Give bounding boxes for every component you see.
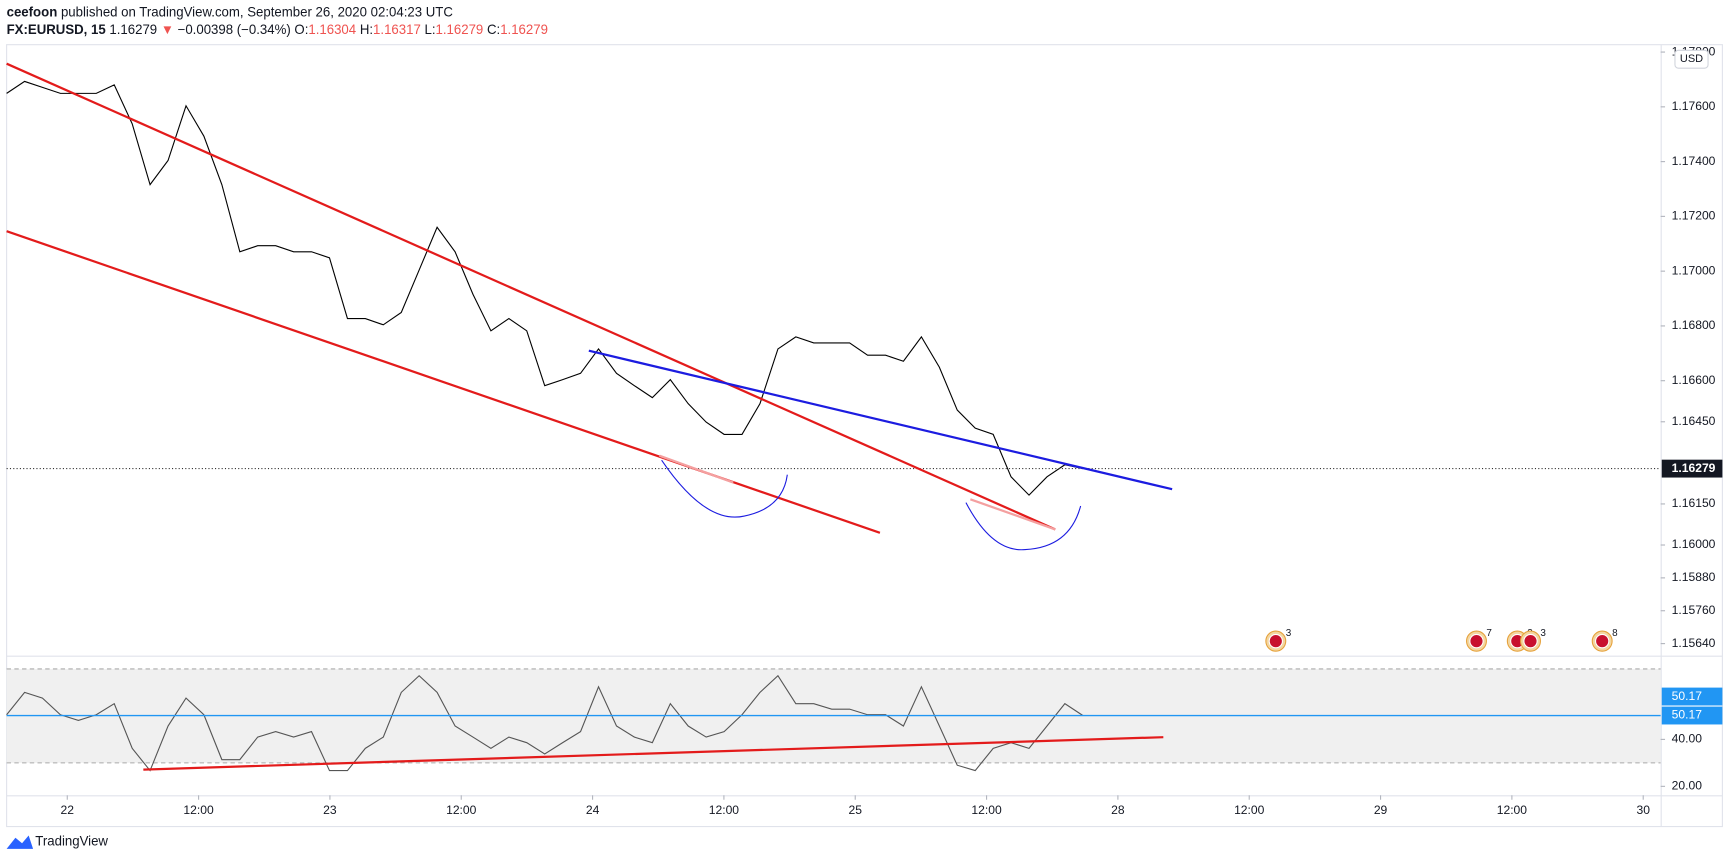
rsi-level-box [1661, 687, 1723, 706]
y-tick-label: 1.17200 [1672, 209, 1716, 223]
x-tick-label: 12:00 [1234, 803, 1265, 817]
event-flag [1268, 633, 1283, 649]
symbol: FX:EURUSD, 15 [7, 22, 107, 37]
event-count: 8 [1612, 628, 1618, 639]
footer: TradingView [35, 834, 108, 849]
y-tick-label: 1.16150 [1672, 496, 1716, 510]
last: 1.16279 [109, 22, 157, 37]
current-price-box [1661, 459, 1723, 478]
x-tick-label: 12:00 [1497, 803, 1528, 817]
high-label: H: [360, 22, 373, 37]
y-tick-label: 1.15760 [1672, 603, 1716, 617]
y-tick-label: 1.17600 [1672, 99, 1716, 113]
series-line [6, 80, 1083, 496]
arc [965, 502, 1082, 551]
x-tick-label: 29 [1374, 803, 1388, 817]
published: published on TradingView.com, September … [61, 4, 453, 19]
event-count: 3 [1286, 628, 1292, 639]
plot-layer: 1.178001.176001.174001.172001.170001.168… [6, 44, 1723, 817]
trendline-faded [969, 498, 1056, 531]
event-count: 3 [1540, 628, 1546, 639]
open: 1.16304 [308, 22, 356, 37]
x-tick-label: 28 [1111, 803, 1125, 817]
current-price-label: 1.16279 [1672, 461, 1716, 475]
x-tick-label: 12:00 [971, 803, 1002, 817]
y-tick-label: 1.16600 [1672, 373, 1716, 387]
change: −0.00398 (−0.34%) [178, 22, 291, 37]
y-tick-label: 1.15640 [1672, 636, 1716, 650]
high: 1.16317 [373, 22, 421, 37]
frame [6, 44, 1723, 828]
trendline-faded [659, 454, 734, 484]
currency: USD [1680, 53, 1703, 65]
trendline [6, 62, 1056, 531]
series-line [6, 674, 1084, 772]
event-flag [1523, 633, 1538, 649]
x-tick-label: 25 [849, 803, 863, 817]
x-tick-label: 23 [323, 803, 337, 817]
event-flag [1469, 633, 1484, 649]
rsi-level-box [1661, 706, 1723, 725]
trendline [6, 230, 881, 534]
x-tick-label: 12:00 [446, 803, 477, 817]
x-tick-label: 22 [61, 803, 75, 817]
y-tick-label: 40.00 [1672, 732, 1703, 746]
low-label: L: [424, 22, 435, 37]
drawings [6, 62, 1173, 771]
event-flag [1595, 633, 1610, 649]
publisher: ceefoon [7, 4, 58, 19]
arc [661, 459, 788, 518]
rsi-level-label: 50.17 [1672, 708, 1703, 722]
y-tick-label: 1.16450 [1672, 414, 1716, 428]
header-line-2: FX:EURUSD, 15 1.16279 ▼ −0.00398 (−0.34%… [7, 22, 548, 37]
low: 1.16279 [436, 22, 484, 37]
trendline [588, 349, 1173, 491]
close-label: C: [487, 22, 500, 37]
x-tick-label: 30 [1636, 803, 1650, 817]
y-tick-label: 1.17400 [1672, 154, 1716, 168]
x-tick-label: 12:00 [709, 803, 740, 817]
y-tick-label: 1.16800 [1672, 318, 1716, 332]
y-tick-label: 1.16000 [1672, 537, 1716, 551]
header-line-1: ceefoon published on TradingView.com, Se… [7, 4, 454, 19]
x-tick-label: 24 [586, 803, 600, 817]
open-label: O: [294, 22, 308, 37]
event-count: 7 [1486, 628, 1492, 639]
rsi-level-label: 50.17 [1672, 689, 1703, 703]
close: 1.16279 [500, 22, 548, 37]
rsi-trendline [143, 736, 1164, 771]
arrow: ▼ [161, 22, 174, 37]
y-tick-label: 20.00 [1672, 779, 1703, 793]
y-tick-label: 1.17000 [1672, 263, 1716, 277]
x-tick-label: 12:00 [183, 803, 214, 817]
y-tick-label: 1.15880 [1672, 570, 1716, 584]
currency-box [1674, 49, 1709, 69]
logo [6, 835, 34, 849]
